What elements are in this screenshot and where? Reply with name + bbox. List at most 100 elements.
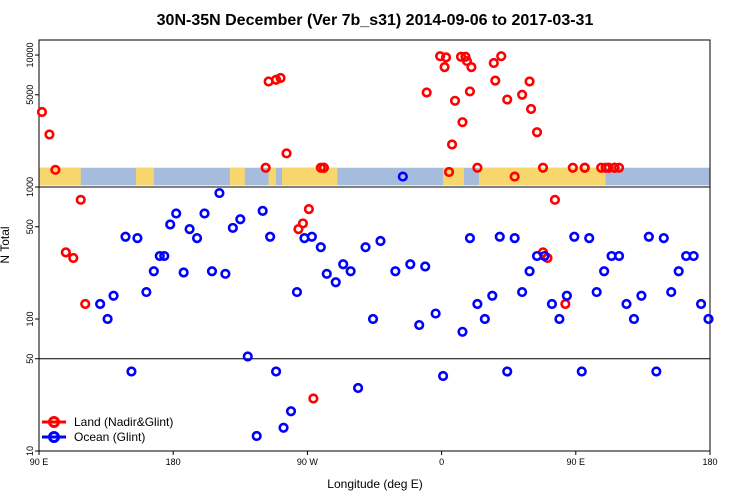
ocean-point	[695, 298, 707, 310]
ocean-point	[191, 233, 203, 244]
ocean-point	[132, 233, 143, 244]
land-series	[36, 51, 625, 404]
land-point	[308, 393, 319, 404]
y-tick-label: 5000	[25, 85, 35, 105]
land-point	[496, 51, 507, 62]
ocean-point	[397, 171, 408, 182]
land-point	[260, 162, 271, 173]
x-tick-label: 180	[166, 457, 181, 467]
ocean-point	[178, 267, 189, 278]
land-segment-1	[135, 167, 154, 186]
x-axis-ticks: 90 E 180 90 W 0 90 E 180	[30, 451, 718, 467]
land-segment-5	[443, 167, 464, 186]
ocean-point	[658, 233, 669, 244]
land-point	[318, 162, 329, 173]
ocean-point	[171, 208, 182, 219]
ocean-point	[330, 277, 341, 288]
ocean-point	[494, 231, 505, 242]
land-point	[36, 106, 48, 118]
ocean-series	[95, 171, 714, 442]
land-point	[457, 117, 468, 128]
ocean-point	[688, 250, 699, 262]
land-point	[567, 162, 578, 173]
x-tick-label: 180	[702, 457, 717, 467]
land-point	[490, 75, 501, 86]
land-point	[75, 194, 86, 205]
land-point	[525, 103, 537, 115]
ocean-point	[251, 430, 262, 442]
y-tick-label: 500	[25, 219, 35, 234]
ocean-point	[554, 313, 565, 325]
ocean-point	[472, 298, 483, 310]
land-point	[303, 204, 314, 215]
ocean-point	[561, 290, 572, 301]
land-point	[509, 171, 520, 182]
ocean-point	[120, 231, 131, 242]
ocean-point	[270, 366, 282, 377]
land-point	[502, 94, 513, 105]
ocean-point	[613, 250, 625, 262]
ocean-point	[643, 231, 654, 242]
land-point	[435, 51, 446, 62]
land-point	[44, 129, 55, 140]
ocean-point	[242, 351, 253, 362]
ocean-point	[651, 366, 662, 377]
ocean-point	[390, 266, 401, 277]
land-point	[560, 298, 571, 310]
ocean-point	[517, 286, 528, 298]
land-point	[50, 164, 61, 175]
ocean-point	[235, 214, 246, 225]
y-tick-label: 50	[25, 354, 35, 364]
ocean-point	[502, 366, 513, 377]
ocean-point	[165, 219, 176, 230]
ocean-point	[405, 259, 416, 270]
land-point	[60, 247, 71, 258]
land-segment-0	[39, 167, 81, 186]
ocean-point	[159, 250, 170, 262]
land-point	[472, 162, 483, 173]
ocean-point	[352, 382, 364, 394]
ocean-point	[457, 326, 468, 337]
land-point	[440, 52, 452, 63]
ocean-point	[636, 290, 647, 301]
ocean-point	[673, 266, 684, 277]
ocean-point	[569, 231, 580, 242]
x-tick-label: 90 E	[30, 457, 49, 467]
ocean-point	[430, 308, 441, 319]
ocean-point	[108, 290, 119, 301]
ocean-point	[621, 298, 632, 310]
ocean-point	[437, 370, 449, 382]
ocean-point	[524, 266, 535, 277]
x-axis-label: Longitude (deg E)	[327, 477, 422, 491]
ocean-point	[628, 313, 640, 325]
legend-land-label: Land (Nadir&Glint)	[74, 415, 173, 429]
ocean-point	[360, 242, 371, 253]
legend: Land (Nadir&Glint) Ocean (Glint)	[42, 415, 173, 444]
ocean-point	[546, 298, 558, 310]
land-point	[531, 127, 543, 138]
ocean-point	[206, 266, 218, 277]
ocean-point	[479, 313, 490, 325]
y-axis-ticks: 10 50 100 500 1000 5000 10000	[25, 43, 39, 456]
ocean-point	[321, 268, 332, 279]
ocean-point	[141, 286, 152, 298]
ocean-point	[414, 319, 425, 331]
ocean-point	[257, 205, 268, 216]
ocean-point	[509, 233, 520, 244]
data-points	[36, 51, 714, 442]
land-point	[68, 252, 79, 264]
ocean-point	[102, 313, 113, 325]
land-point	[579, 162, 590, 173]
land-point	[466, 62, 477, 73]
ocean-point	[306, 231, 317, 242]
ocean-point	[338, 259, 349, 270]
x-tick-label: 90 E	[567, 457, 586, 467]
ocean-point	[584, 233, 595, 244]
ocean-point	[126, 366, 137, 377]
y-tick-label: 10	[25, 446, 35, 456]
land-point	[421, 87, 432, 98]
ocean-point	[315, 242, 326, 253]
land-point	[446, 139, 458, 150]
ocean-point	[539, 250, 550, 262]
x-tick-label: 90 W	[297, 457, 319, 467]
